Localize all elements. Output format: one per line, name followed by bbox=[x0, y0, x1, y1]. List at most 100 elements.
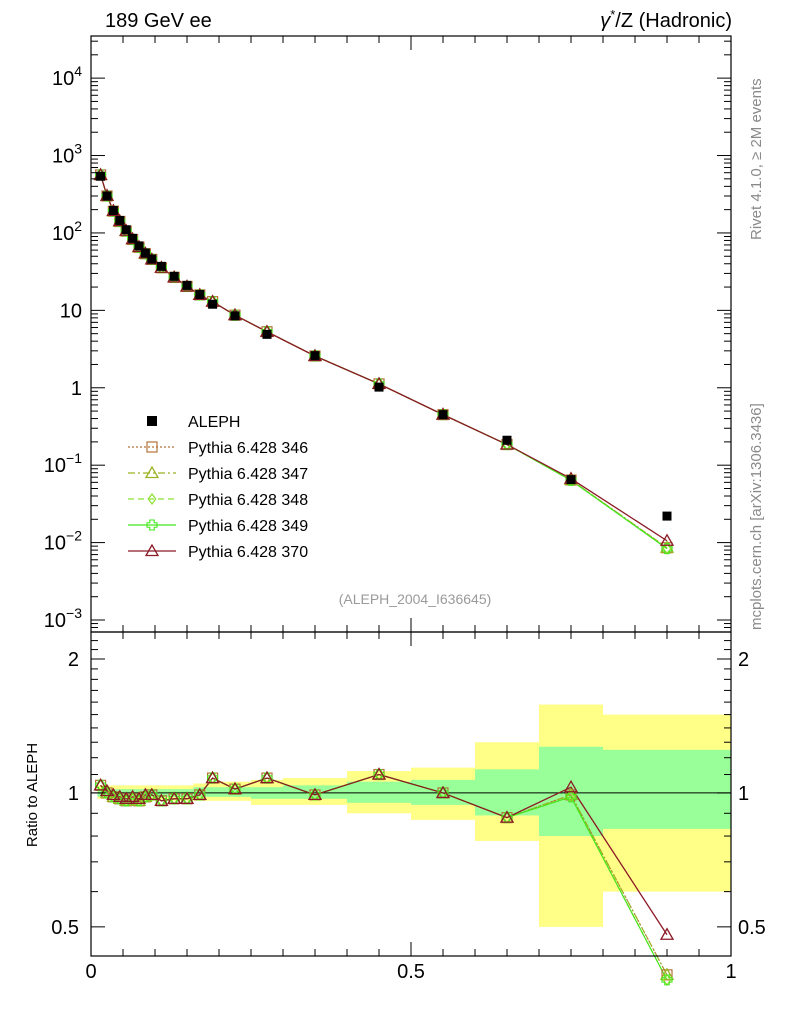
ratio-marker-p370-6 bbox=[131, 791, 147, 804]
ratio-ytick-label-right-1: 1 bbox=[738, 783, 749, 805]
ratio-marker-p370-17 bbox=[371, 767, 387, 780]
ratio-marker-p370-15 bbox=[259, 770, 275, 784]
legend-marker-data bbox=[147, 416, 157, 426]
data-point-21 bbox=[662, 511, 672, 521]
data-point-11 bbox=[182, 280, 192, 290]
ratio-ytick-label-left-1: 1 bbox=[68, 783, 79, 805]
header-title-right: γ*/Z (Hadronic) bbox=[600, 7, 732, 32]
ratio-xtick-label-0: 0 bbox=[85, 961, 96, 983]
main-marker-p349-21 bbox=[661, 543, 673, 555]
ratio-marker-p370-20 bbox=[563, 779, 579, 793]
ratio-marker-p370-12 bbox=[192, 787, 207, 801]
band-inner-21 bbox=[603, 749, 731, 829]
data-point-4 bbox=[121, 225, 131, 235]
main-line-p348 bbox=[100, 174, 668, 550]
main-ytick-label-base-7: 10 bbox=[44, 610, 66, 632]
ratio-xtick-label-2: 1 bbox=[725, 961, 736, 983]
ratio-marker-p349-21 bbox=[661, 974, 673, 986]
main-ytick-label-base-5: 10 bbox=[44, 455, 66, 477]
legend-marker-p348 bbox=[147, 493, 157, 505]
header-process-gamma: γ bbox=[600, 10, 611, 32]
main-ytick-label-7: 10−3 bbox=[44, 605, 82, 632]
data-point-19 bbox=[502, 435, 512, 445]
legend-label-data: ALEPH bbox=[188, 414, 240, 431]
legend-label-p348: Pythia 6.428 348 bbox=[188, 492, 308, 509]
ratio-marker-p370-0 bbox=[93, 778, 108, 791]
ratio-marker-p370-5 bbox=[125, 789, 140, 802]
data-point-8 bbox=[147, 254, 157, 264]
main-ytick-label-exp-0: 4 bbox=[74, 63, 82, 79]
main-line-p346 bbox=[100, 174, 668, 549]
ratio-marker-p370-18 bbox=[435, 785, 451, 799]
main-ytick-label-exp-1: 3 bbox=[74, 141, 82, 157]
main-ytick-label-exp-6: −2 bbox=[66, 528, 82, 544]
ratio-ytick-label-right-2: 0.5 bbox=[738, 917, 766, 939]
main-ytick-label-base-2: 10 bbox=[52, 223, 74, 245]
main-ytick-label-base-1: 10 bbox=[52, 146, 74, 168]
main-line-p370 bbox=[99, 174, 668, 542]
data-point-17 bbox=[374, 382, 384, 392]
data-point-10 bbox=[169, 271, 179, 281]
ratio-xtick-label-1: 0.5 bbox=[397, 961, 425, 983]
data-point-9 bbox=[156, 261, 166, 271]
main-ytick-label-base-6: 10 bbox=[44, 533, 66, 555]
data-point-14 bbox=[230, 311, 240, 321]
data-point-20 bbox=[566, 475, 576, 485]
data-point-2 bbox=[108, 205, 118, 215]
ratio-marker-p370-8 bbox=[144, 787, 159, 801]
band-inner-14 bbox=[219, 787, 251, 797]
data-point-7 bbox=[140, 248, 150, 258]
main-line-p347 bbox=[100, 174, 668, 549]
legend-label-p346: Pythia 6.428 346 bbox=[188, 440, 308, 457]
axis-ticks bbox=[90, 36, 732, 956]
rivet-version-label: Rivet 4.1.0, ≥ 2M events bbox=[748, 78, 765, 240]
header-title-left: 189 GeV ee bbox=[105, 10, 212, 32]
data-point-5 bbox=[128, 233, 138, 243]
ratio-marker-p370-11 bbox=[179, 791, 195, 804]
ratio-marker-p349-1 bbox=[101, 787, 113, 799]
legend-marker-p347 bbox=[144, 465, 160, 479]
main-ytick-label-exp-7: −3 bbox=[66, 605, 82, 621]
ratio-marker-p370-19 bbox=[499, 810, 515, 823]
main-ytick-label-0: 104 bbox=[52, 63, 82, 90]
main-ytick-label-base-0: 10 bbox=[52, 68, 74, 90]
legend-label-p370: Pythia 6.428 370 bbox=[188, 544, 308, 561]
ratio-marker-p370-13 bbox=[205, 770, 220, 784]
uncertainty-bands bbox=[97, 704, 731, 927]
band-inner-17 bbox=[347, 781, 411, 803]
ratio-marker-p370-10 bbox=[167, 791, 182, 804]
band-inner-13 bbox=[206, 787, 219, 797]
legend-marker-p370 bbox=[144, 543, 160, 557]
data-point-0 bbox=[96, 171, 106, 181]
analysis-watermark: (ALEPH_2004_I636645) bbox=[339, 591, 492, 607]
main-ytick-label-2: 102 bbox=[52, 218, 82, 245]
data-point-13 bbox=[208, 299, 218, 309]
ratio-marker-p370-21 bbox=[659, 927, 675, 940]
mcplots-reference-label: mcplots.cern.ch [arXiv:1306.3436] bbox=[748, 403, 765, 630]
ratio-ytick-label-right-0: 2 bbox=[738, 649, 749, 671]
legend-marker-p349 bbox=[146, 519, 158, 531]
ratio-y-axis-label: Ratio to ALEPH bbox=[24, 743, 41, 847]
data-point-12 bbox=[195, 290, 205, 300]
legend-label-p349: Pythia 6.428 349 bbox=[188, 518, 308, 535]
legend: ALEPH Pythia 6.428 346 Pythia 6.428 347 Pyt… bbox=[128, 414, 308, 561]
data-point-16 bbox=[310, 351, 320, 361]
data-point-1 bbox=[102, 191, 112, 201]
header-process-rest: /Z (Hadronic) bbox=[615, 10, 732, 32]
data-point-3 bbox=[115, 215, 125, 225]
ratio-marker-p370-16 bbox=[307, 787, 323, 801]
band-inner-12 bbox=[193, 787, 207, 797]
data-point-15 bbox=[262, 329, 272, 339]
ratio-marker-p370-2 bbox=[106, 787, 121, 801]
ratio-ytick-label-left-0: 2 bbox=[68, 649, 79, 671]
main-marker-p370-21 bbox=[659, 533, 675, 546]
ratio-marker-p370-9 bbox=[154, 793, 169, 806]
ratio-marker-p349-20 bbox=[565, 791, 577, 803]
main-line-p349 bbox=[100, 174, 668, 550]
ratio-marker-p370-3 bbox=[112, 789, 127, 802]
main-ytick-label-exp-2: 2 bbox=[74, 218, 82, 234]
main-ytick-label-3: 10 bbox=[60, 300, 82, 322]
header-process-star: * bbox=[610, 7, 615, 22]
